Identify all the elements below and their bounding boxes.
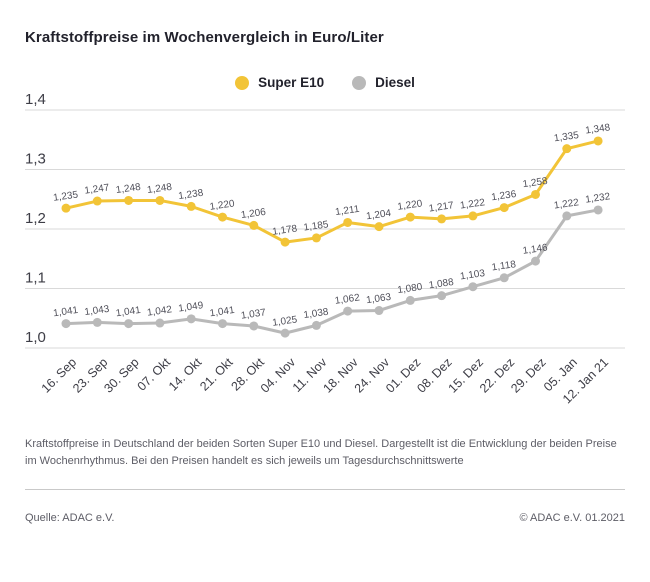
super-e10-value-label: 1,220 [397,198,424,212]
super-e10-value-label: 1,206 [240,207,267,221]
diesel-dot-icon [352,75,367,90]
super-e10-data-point [405,212,415,222]
y-axis-label: 1,1 [25,270,46,287]
super-e10-data-point [218,212,227,222]
diesel-data-point [593,205,603,215]
diesel-data-point [468,282,478,292]
super-e10-data-point [124,195,134,205]
diesel-value-label: 1,232 [585,191,612,205]
legend-item-diesel: Diesel [352,75,415,90]
diesel-data-point [155,318,165,328]
super-e10-data-point [249,220,259,230]
super-e10-value-label: 1,335 [553,130,580,144]
legend-item-super-e10: Super E10 [235,75,324,90]
super-e10-line [64,139,600,244]
source-label: Quelle: ADAC e.V. [25,512,115,524]
super-e10-data-point [468,211,478,221]
diesel-value-label: 1,146 [522,242,549,256]
x-axis-label: 04. Nov [258,355,299,396]
diesel-line [64,208,600,335]
diesel-data-point [186,314,196,324]
super-e10-data-point [61,203,71,213]
x-axis-label: 21. Okt [197,355,236,394]
super-e10-data-point [562,144,572,154]
super-e10-value-label: 1,348 [585,122,612,136]
diesel-data-point [499,273,509,283]
super-e10-data-point [311,233,321,243]
diesel-value-label: 1,041 [52,305,79,319]
diesel-data-point [562,211,572,221]
y-axis-label: 1,0 [25,329,46,346]
super-e10-value-label: 1,204 [365,208,392,222]
diesel-data-point [531,256,540,266]
y-axis-label: 1,3 [25,151,46,168]
super-e10-data-point [531,189,540,199]
super-e10-value-label: 1,217 [428,200,455,214]
page-title: Kraftstoffpreise im Wochenvergleich in E… [25,29,384,46]
super-e10-data-point [92,196,102,206]
x-axis-label: 29. Dez [508,355,548,395]
diesel-value-label: 1,042 [146,304,173,318]
diesel-data-point [61,319,71,329]
diesel-data-point [405,295,415,305]
diesel-data-point [124,319,134,329]
diesel-value-label: 1,038 [303,307,330,321]
diesel-data-point [92,317,102,327]
diesel-value-label: 1,088 [428,277,455,291]
super-e10-data-point [593,136,603,146]
super-e10-value-label: 1,258 [522,176,549,190]
footer: Quelle: ADAC e.V. © ADAC e.V. 01.2021 [25,512,625,524]
chart-description: Kraftstoffpreise in Deutschland der beid… [25,438,617,468]
diesel-data-point [343,306,353,316]
diesel-value-label: 1,062 [334,292,361,306]
copyright-label: © ADAC e.V. 01.2021 [519,512,625,524]
diesel-value-label: 1,043 [84,304,111,318]
super-e10-value-label: 1,236 [491,189,518,203]
diesel-value-label: 1,049 [178,300,205,314]
diesel-value-label: 1,041 [115,305,142,319]
fuel-price-line-chart: 1,0 1,1 1,2 1,3 1,4 1,041 1,043 1,041 1,042 1,049… [25,91,625,406]
y-axis-label: 1,4 [25,91,46,108]
diesel-data-point [311,320,321,330]
super-e10-data-point [186,201,196,211]
diesel-value-label: 1,222 [553,197,580,211]
diesel-value-label: 1,080 [397,282,424,296]
footer-divider [25,489,625,490]
diesel-data-point [437,291,447,301]
super-e10-value-label: 1,185 [303,219,330,233]
super-e10-value-label: 1,235 [52,189,79,203]
diesel-data-point [374,306,384,316]
diesel-value-label: 1,025 [272,314,299,328]
x-axis-label: 30. Sep [101,355,141,395]
diesel-value-label: 1,103 [459,268,486,282]
x-axis-label: 07. Okt [135,355,174,394]
diesel-value-label: 1,041 [209,305,236,319]
legend-label-super-e10: Super E10 [258,75,325,90]
super-e10-data-point [280,237,290,247]
y-axis-label: 1,2 [25,210,46,227]
super-e10-data-point [437,214,447,224]
diesel-data-point [218,319,227,329]
chart-legend: Super E10 Diesel [0,75,650,90]
super-e10-value-label: 1,238 [178,188,205,202]
x-axis-label: 14. Okt [166,355,205,394]
diesel-data-point [280,328,290,338]
super-e10-value-label: 1,247 [84,182,111,196]
super-e10-data-point [155,195,165,205]
super-e10-data-point [374,222,384,232]
super-e10-value-label: 1,178 [272,223,299,237]
diesel-value-label: 1,037 [240,307,267,321]
super-e10-data-point [499,203,509,213]
super-e10-value-label: 1,220 [209,198,236,212]
diesel-data-point [249,321,259,331]
diesel-value-label: 1,118 [491,259,517,273]
super-e10-data-point [343,217,353,227]
super-e10-value-label: 1,248 [146,182,173,196]
super-e10-value-label: 1,222 [459,197,486,211]
super-e10-value-label: 1,248 [115,182,142,196]
diesel-value-label: 1,063 [365,292,392,306]
super-e10-value-label: 1,211 [335,204,361,218]
legend-label-diesel: Diesel [375,75,415,90]
super-e10-dot-icon [235,75,250,90]
